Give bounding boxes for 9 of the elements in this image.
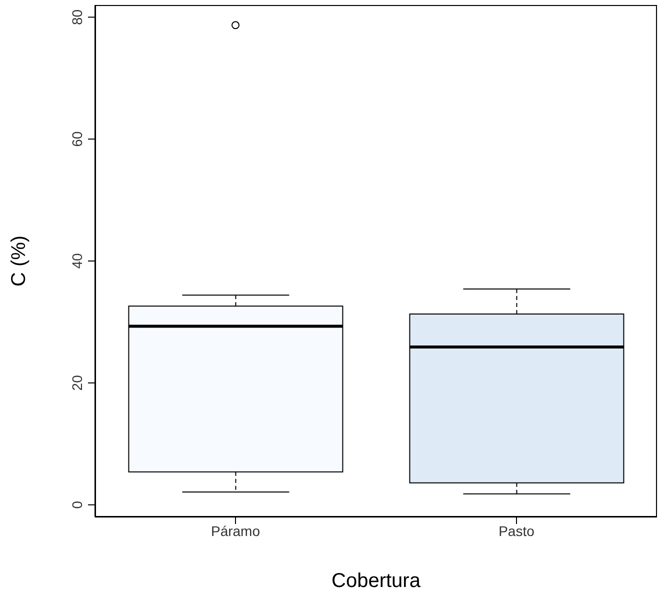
y-tick-label: 60 xyxy=(69,131,85,147)
y-tick-label: 80 xyxy=(69,9,85,25)
y-tick-label: 0 xyxy=(69,500,85,509)
y-axis-title: C (%) xyxy=(8,235,30,287)
x-axis-title: Cobertura xyxy=(332,570,422,592)
x-tick-label: Páramo xyxy=(210,522,260,539)
y-tick-label: 20 xyxy=(69,374,85,391)
x-tick-label: Pasto xyxy=(498,522,535,539)
y-tick-label: 40 xyxy=(69,253,85,269)
